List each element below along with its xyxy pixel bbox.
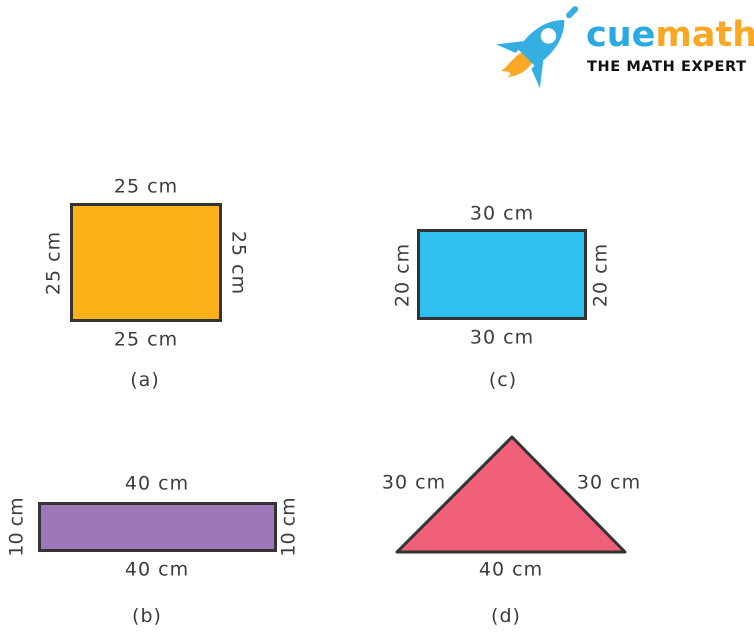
square-a-right-label: 25 cm [227, 230, 250, 296]
caption-c: (c) [488, 369, 518, 391]
brand-wordmark: cuemath [586, 18, 754, 53]
square-a-bottom-label: 25 cm [113, 328, 179, 351]
rectangle-b-top-label: 40 cm [124, 472, 190, 495]
rectangle-c-right-label: 20 cm [589, 242, 612, 308]
rectangle-b [38, 502, 277, 552]
triangle-d-bottom-label: 40 cm [478, 558, 544, 581]
brand-math: math [655, 15, 754, 55]
triangle-d-left-label: 30 cm [381, 471, 447, 494]
triangle-d [395, 435, 627, 554]
rectangle-c [417, 229, 587, 320]
rectangle-b-left-label: 10 cm [5, 497, 28, 557]
square-a-left-label: 25 cm [42, 230, 65, 296]
rectangle-c-top-label: 30 cm [469, 202, 535, 225]
brand-cue: cue [586, 15, 656, 55]
rocket-icon [496, 6, 578, 89]
caption-b: (b) [132, 605, 162, 627]
rectangle-b-bottom-label: 40 cm [124, 558, 190, 581]
rectangle-c-bottom-label: 30 cm [469, 326, 535, 349]
brand-tagline: THE MATH EXPERT [587, 59, 747, 75]
caption-a: (a) [130, 369, 160, 391]
square-a-top-label: 25 cm [113, 175, 179, 198]
rectangle-b-right-label: 10 cm [277, 497, 300, 557]
square-a [70, 203, 222, 322]
cuemath-logo: cuemath THE MATH EXPERT [486, 4, 754, 90]
rectangle-c-left-label: 20 cm [391, 242, 414, 308]
triangle-d-right-label: 30 cm [576, 471, 642, 494]
caption-d: (d) [491, 605, 521, 627]
